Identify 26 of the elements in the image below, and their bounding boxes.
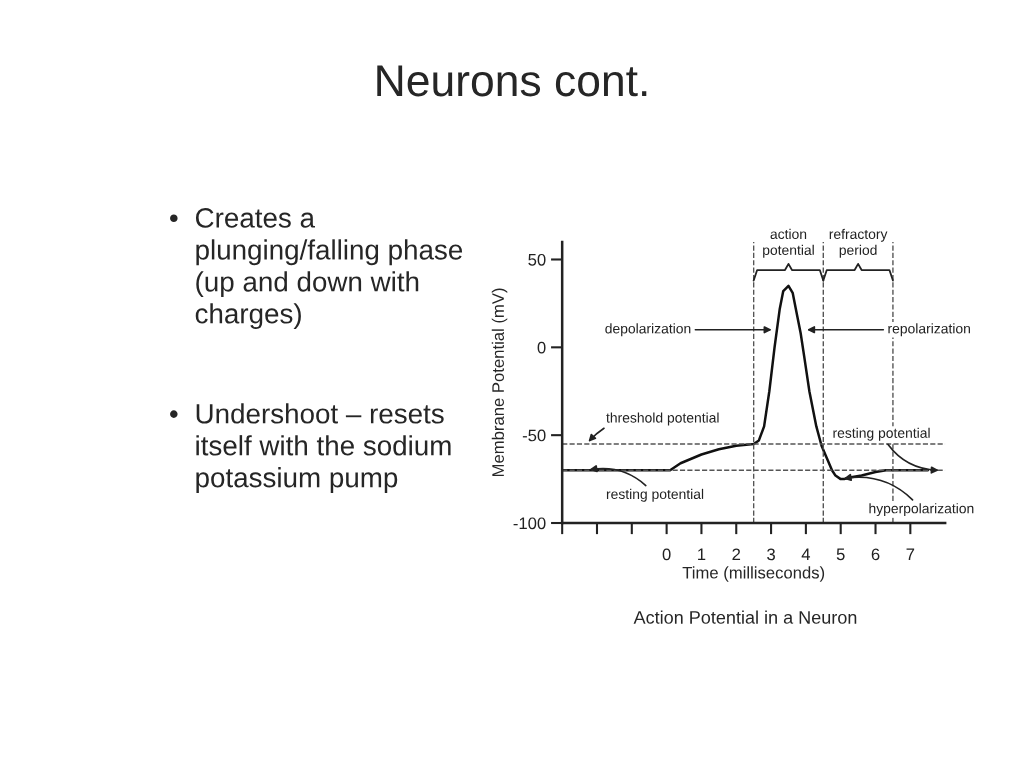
annotation: depolarization bbox=[605, 323, 691, 337]
x-tick-label: 5 bbox=[836, 548, 845, 561]
y-tick-label: -100 bbox=[513, 517, 546, 530]
x-tick-label: 0 bbox=[662, 548, 671, 561]
annotation: hyperpolarization bbox=[869, 503, 974, 517]
y-axis-title: Membrane Potential (mV) bbox=[491, 288, 508, 477]
x-tick-label: 4 bbox=[801, 548, 811, 561]
annotation: resting potential bbox=[606, 488, 704, 502]
text: Action Potential in a Neuron bbox=[633, 610, 857, 624]
chart-title: Neurons cont. bbox=[377, 65, 647, 97]
x-tick-label: 1 bbox=[698, 548, 706, 561]
y-tick-label: 50 bbox=[528, 253, 546, 266]
y-tick-label: 0 bbox=[537, 341, 546, 354]
x-tick-label: 3 bbox=[767, 548, 775, 561]
annotation: refractory period bbox=[829, 228, 888, 258]
x-tick-label: 2 bbox=[732, 548, 741, 561]
x-tick-label: 6 bbox=[871, 548, 880, 561]
text: •Undershoot – resets itself with the sodium potassium pump bbox=[170, 403, 451, 493]
text: •Creates a plunging/falling phase (up and down with charges) bbox=[170, 208, 463, 330]
annotation: resting potential bbox=[833, 427, 930, 441]
annotation: threshold potential bbox=[606, 412, 719, 426]
annotation: action potential bbox=[763, 228, 814, 258]
x-axis-title: Time (milliseconds) bbox=[682, 566, 825, 582]
y-tick-label: -50 bbox=[522, 429, 546, 442]
annotation: repolarization bbox=[888, 323, 970, 337]
x-tick-label: 7 bbox=[906, 548, 915, 561]
